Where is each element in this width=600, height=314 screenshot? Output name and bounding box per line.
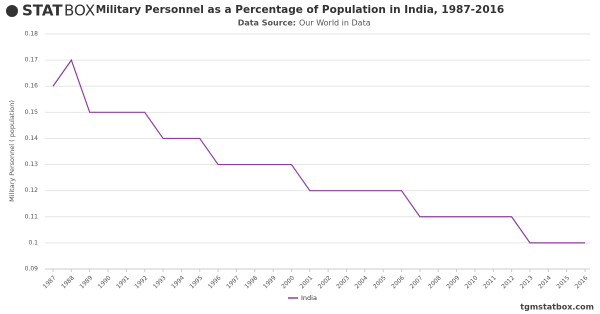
x-tick-label: 2003 [335, 274, 351, 290]
x-tick-label: 1998 [244, 274, 260, 290]
y-tick-label: 0.12 [25, 187, 39, 194]
y-axis-label: Military Personnel ( population) [8, 100, 16, 202]
logo-bold: STAT [22, 2, 63, 20]
x-tick-label: 1991 [115, 274, 131, 290]
x-tick-label: 2011 [482, 274, 498, 290]
y-tick-label: 0.17 [25, 57, 39, 64]
x-tick-label: 2007 [409, 274, 425, 290]
x-tick-label: 1990 [97, 274, 113, 290]
x-tick-label: 1996 [207, 274, 223, 290]
x-tick-label: 1989 [78, 274, 94, 290]
x-tick-label: 2009 [445, 274, 461, 290]
y-tick-label: 0.16 [25, 83, 39, 90]
source-label: Data Source: [238, 19, 296, 28]
x-tick-label: 2005 [372, 274, 388, 290]
logo-light: BOX [64, 2, 95, 20]
source: Our World in Data [299, 19, 371, 28]
y-tick-label: 0.14 [25, 135, 39, 142]
x-tick-label: 2002 [317, 274, 333, 290]
chart-title: Military Personnel as a Percentage of Po… [96, 4, 505, 16]
y-tick-label: 0.09 [25, 266, 39, 273]
x-tick-label: 2004 [354, 274, 370, 290]
x-tick-label: 1987 [42, 274, 58, 290]
x-tick-label: 2013 [519, 274, 535, 290]
line [52, 58, 585, 244]
y-tick-label: 0.1 [28, 239, 38, 246]
y-tick-label: 0.11 [25, 213, 39, 220]
legend-label: India [301, 294, 317, 302]
website: tgmstatbox.com [520, 303, 594, 312]
y-tick-label: 0.15 [25, 109, 39, 116]
x-tick-label: 1999 [262, 274, 278, 290]
x-tick-label: 2000 [280, 274, 296, 290]
x-tick-label: 1997 [225, 274, 241, 290]
x-tick-label: 2014 [537, 274, 553, 290]
x-tick-label: 1992 [133, 274, 149, 290]
x-tick-label: 2010 [464, 274, 480, 290]
x-tick-label: 2008 [427, 274, 443, 290]
x-tick-label: 2001 [299, 274, 315, 290]
x-tick-label: 1988 [60, 274, 76, 290]
x-tick-label: 1995 [188, 274, 204, 290]
x-tick-label: 2016 [574, 274, 590, 290]
x-tick-label: 2012 [500, 274, 516, 290]
x-tick-label: 2006 [390, 274, 406, 290]
x-tick-label: 1993 [152, 274, 168, 290]
y-tick-label: 0.18 [25, 31, 39, 38]
y-tick-label: 0.13 [25, 161, 39, 168]
x-tick-label: 1994 [170, 274, 186, 290]
x-tick-label: 2015 [555, 274, 571, 290]
logo-icon [6, 5, 18, 17]
